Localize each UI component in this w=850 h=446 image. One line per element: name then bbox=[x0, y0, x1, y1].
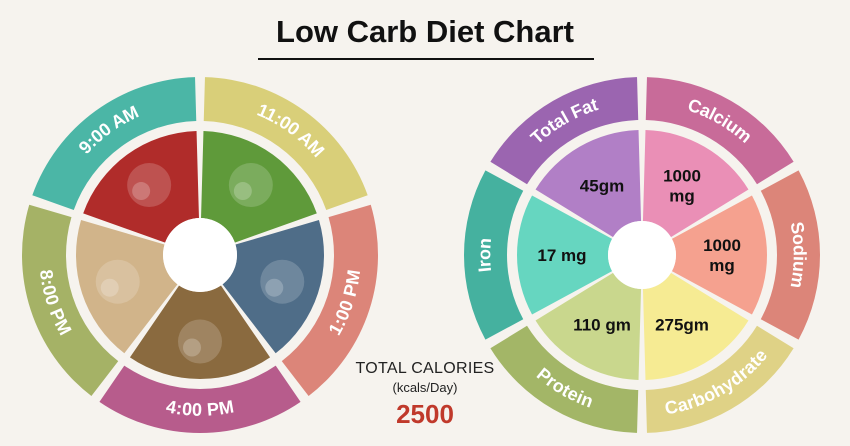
nutrient-value-carbohydrate: 275gm bbox=[655, 315, 709, 334]
meal-image-juice-tomato bbox=[83, 131, 199, 243]
nutrient-segment-calcium bbox=[645, 77, 794, 185]
page-title: Low Carb Diet Chart bbox=[276, 14, 574, 49]
meal-time-label-4-00-pm: 4:00 PM bbox=[165, 396, 236, 420]
total-calories-unit: (kcals/Day) bbox=[392, 380, 458, 395]
nutrient-value-total-fat: 45gm bbox=[580, 177, 624, 196]
meal-image-kiwi bbox=[129, 285, 271, 379]
nutrient-wheel-hub bbox=[608, 221, 676, 289]
nutrient-value-iron: 17 mg bbox=[537, 246, 586, 265]
total-calories-label: TOTAL CALORIES bbox=[355, 360, 495, 377]
meal-image-highlight bbox=[183, 338, 201, 357]
title-underline bbox=[258, 58, 594, 60]
nutrient-slice-carbohydrate bbox=[642, 272, 749, 380]
total-calories: TOTAL CALORIES (kcals/Day) 2500 bbox=[318, 360, 532, 430]
nutrient-slice-sodium bbox=[671, 195, 767, 315]
nutrient-segment-total-fat bbox=[490, 77, 639, 185]
meal-segment-4-00-pm bbox=[99, 365, 301, 433]
meal-image-grilled-fish bbox=[222, 219, 324, 354]
nutrient-slice-calcium bbox=[642, 130, 749, 238]
meal-image-chapati bbox=[76, 219, 178, 354]
nutrient-segment-sodium bbox=[760, 170, 820, 340]
meal-image-highlight bbox=[233, 182, 252, 201]
nutrient-slice-total-fat bbox=[535, 130, 642, 238]
meal-image-highlight bbox=[100, 278, 119, 297]
meal-image-highlight bbox=[260, 259, 305, 304]
meal-image-highlight bbox=[95, 259, 140, 304]
nutrient-slice-protein bbox=[535, 272, 642, 380]
meal-segment-11-00-am bbox=[203, 77, 368, 211]
meal-image-highlight bbox=[178, 319, 222, 364]
meal-image-highlight bbox=[228, 163, 273, 208]
nutrient-segment-carbohydrate bbox=[645, 325, 794, 433]
nutrient-segment-protein bbox=[490, 325, 639, 433]
meal-image-green-peas bbox=[201, 131, 317, 243]
meal-segment-1-00-pm bbox=[281, 204, 378, 397]
meal-image-highlight bbox=[132, 182, 151, 201]
nutrient-segment-iron bbox=[464, 170, 524, 340]
meal-image-highlight bbox=[265, 278, 284, 297]
total-calories-value: 2500 bbox=[396, 399, 454, 429]
meal-wheel-hub bbox=[163, 218, 237, 292]
nutrient-value-protein: 110 gm bbox=[573, 315, 631, 334]
nutrient-label-iron: Iron bbox=[474, 237, 495, 273]
nutrient-slice-iron bbox=[517, 195, 613, 315]
meal-segment-8-00-pm bbox=[22, 204, 119, 397]
nutrient-value-calcium: 1000 mg bbox=[663, 167, 701, 206]
meal-time-wheel: 9:00 AM 11:00 AM1:00 PM4:00 PM8:00 PM bbox=[22, 77, 378, 433]
nutrient-value-sodium: 1000 mg bbox=[703, 236, 741, 275]
nutrient-label-sodium: Sodium bbox=[787, 220, 810, 289]
meal-segment-9-00-am bbox=[32, 77, 197, 211]
meal-image-highlight bbox=[127, 163, 172, 208]
